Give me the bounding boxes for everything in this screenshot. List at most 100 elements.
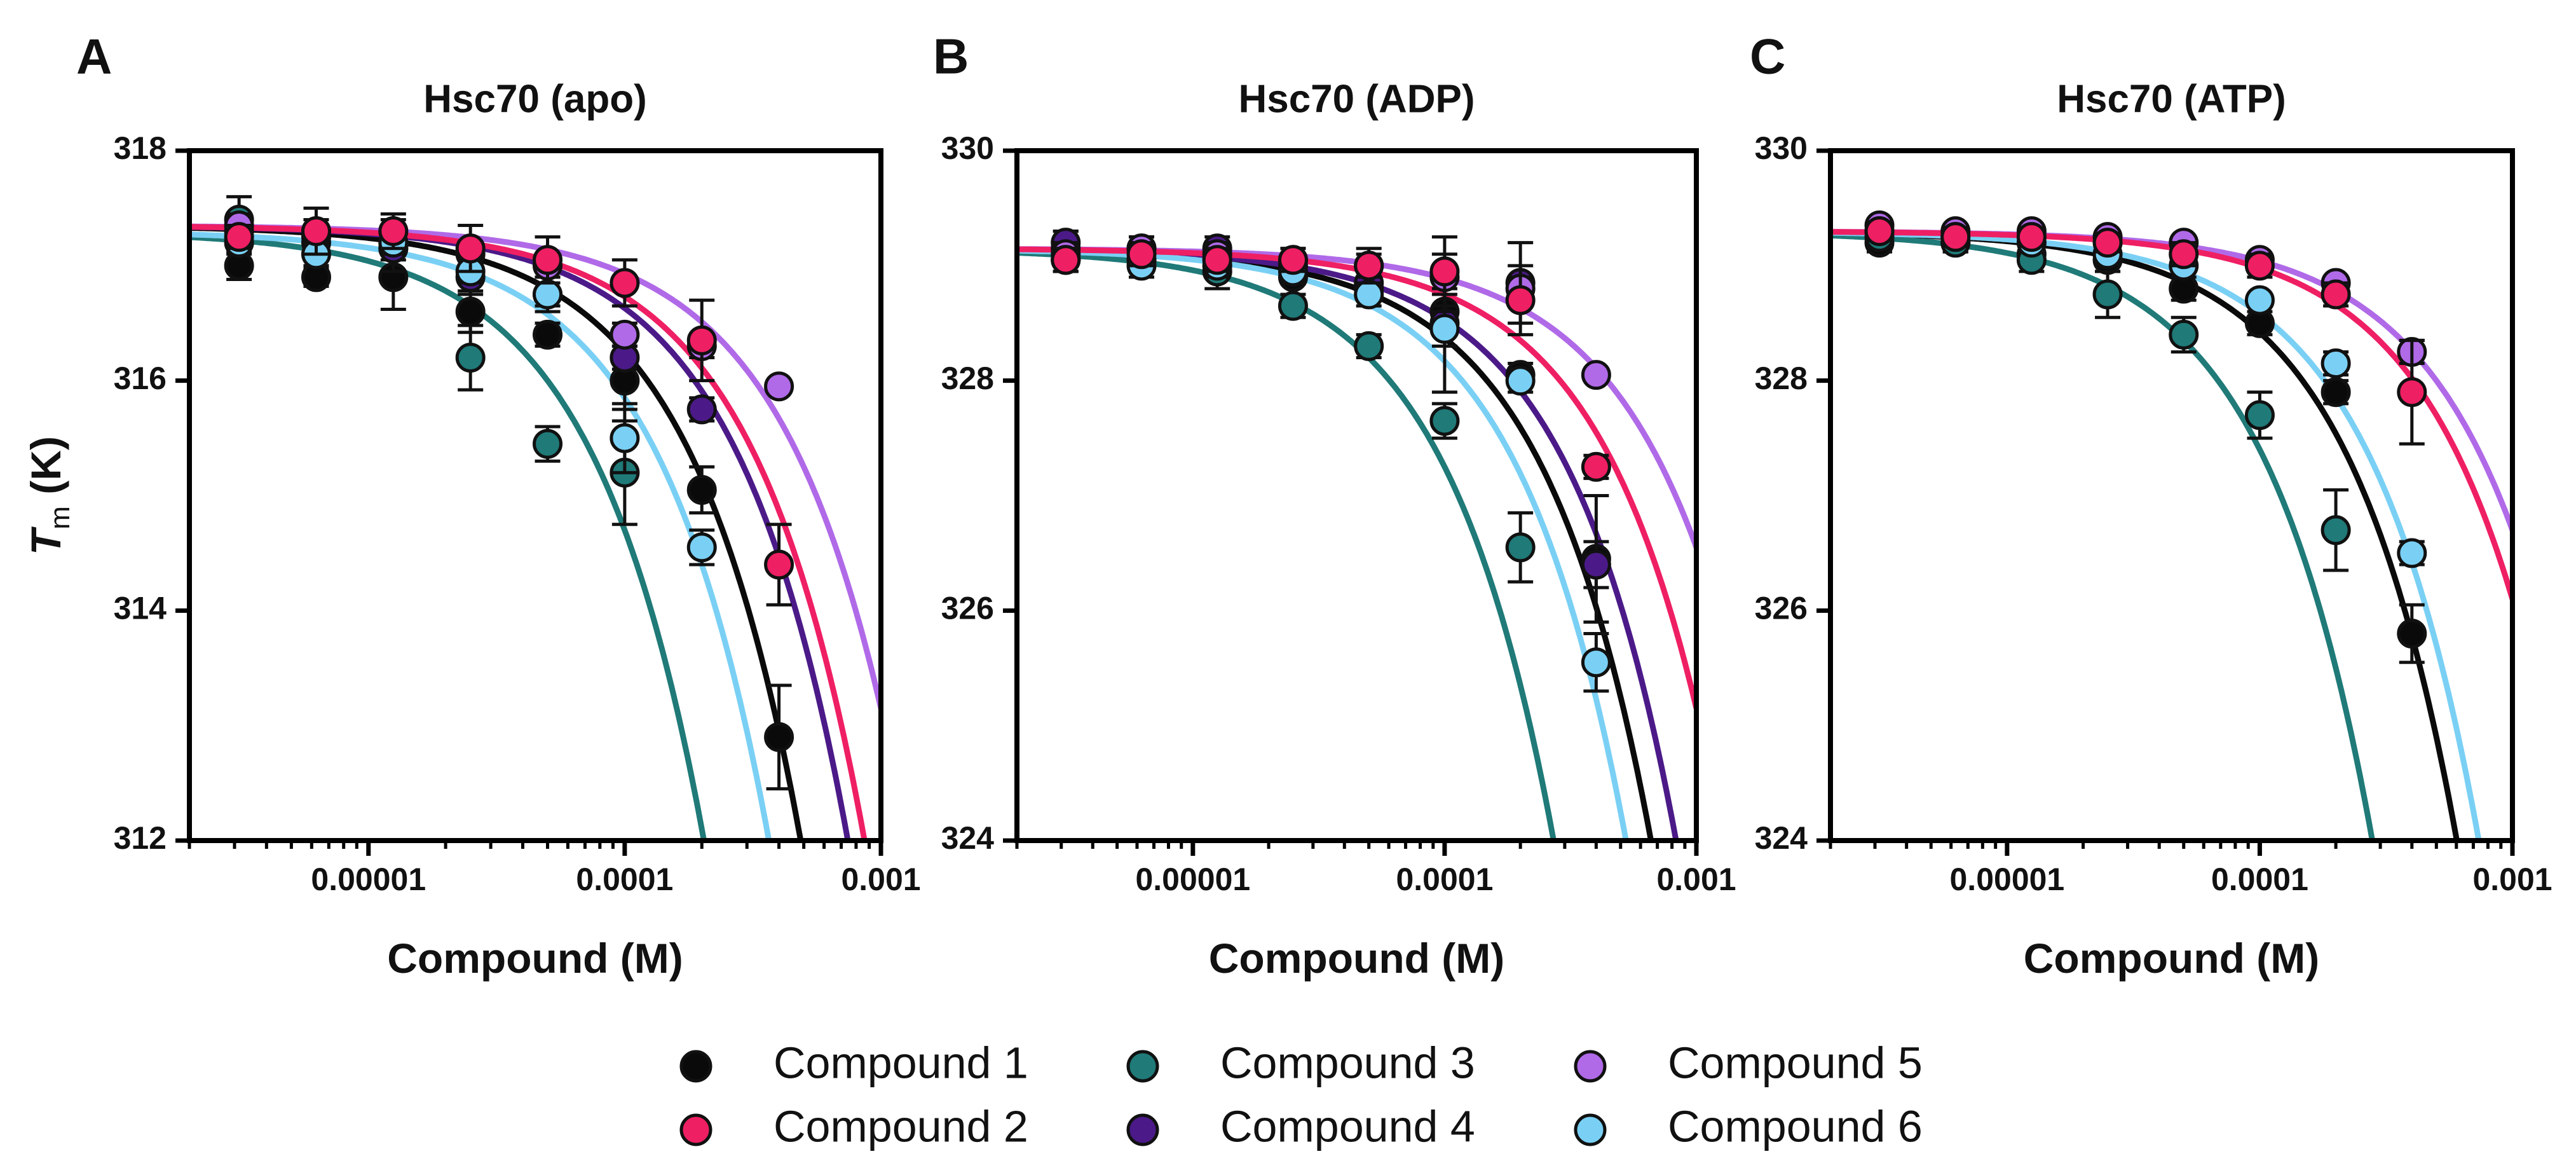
panel-a: A Hsc70 (apo) 312 314 316 318 0.00001 0.0001 0.0… xyxy=(76,29,921,982)
legend-marker xyxy=(1574,1113,1607,1146)
x-tick-label: 0.00001 xyxy=(311,862,426,897)
fit-curve-compound-3 xyxy=(1830,233,2376,841)
x-axis-title: Compound (M) xyxy=(1209,935,1505,982)
data-point-compound-5 xyxy=(610,319,640,350)
legend-label: Compound 3 xyxy=(1220,1038,1475,1087)
data-point-compound-6 xyxy=(610,423,640,453)
panel-b: B Hsc70 (ADP) 324 326 328 330 0.00001 0.0001 0.0… xyxy=(933,29,1736,982)
data-point-compound-3 xyxy=(2169,319,2199,350)
data-point-compound-1 xyxy=(2397,619,2427,649)
legend-marker xyxy=(679,1050,712,1083)
legend-marker xyxy=(1126,1113,1159,1146)
data-point-compound-2 xyxy=(1202,245,1232,275)
legend-label: Compound 5 xyxy=(1668,1038,1923,1087)
panel-title: Hsc70 (ATP) xyxy=(2057,77,2286,121)
x-axis-title: Compound (M) xyxy=(2024,935,2320,982)
data-point-compound-2 xyxy=(610,268,640,298)
data-point-compound-6 xyxy=(1505,366,1536,396)
data-point-compound-2 xyxy=(455,233,486,264)
panel-letter: B xyxy=(933,29,969,85)
legend-marker xyxy=(1126,1050,1159,1083)
legend-item: Compound 5 xyxy=(1574,1038,1923,1087)
y-tick-label: 324 xyxy=(941,820,995,856)
legend-item: Compound 1 xyxy=(679,1038,1028,1087)
legend-label: Compound 4 xyxy=(1220,1101,1475,1151)
data-point-compound-6 xyxy=(1354,279,1384,310)
data-point-compound-3 xyxy=(1278,291,1308,321)
plot-frame xyxy=(1014,148,1699,843)
data-point-compound-2 xyxy=(1429,256,1460,287)
data-point-compound-5 xyxy=(764,371,794,402)
data-point-compound-3 xyxy=(2320,515,2351,546)
data-point-compound-2 xyxy=(1126,239,1157,270)
data-point-compound-2 xyxy=(1581,451,1611,482)
y-axis-title-unit: (K) xyxy=(22,436,69,506)
data-point-compound-1 xyxy=(686,474,717,505)
panel-title: Hsc70 (ADP) xyxy=(1238,77,1475,121)
legend-item: Compound 4 xyxy=(1126,1101,1475,1151)
x-tick-label: 0.0001 xyxy=(576,862,673,897)
data-point-compound-3 xyxy=(1354,331,1384,361)
data-point-compound-6 xyxy=(2320,348,2351,379)
legend-label: Compound 2 xyxy=(773,1101,1028,1151)
data-point-compound-6 xyxy=(1581,647,1611,678)
data-point-compound-2 xyxy=(378,216,409,247)
panel-title: Hsc70 (apo) xyxy=(423,77,646,121)
data-point-compound-2 xyxy=(2244,251,2275,281)
plot-frame xyxy=(187,148,883,843)
data-point-compound-2 xyxy=(1354,251,1384,281)
fit-curve-compound-1 xyxy=(1017,247,1654,841)
legend-item: Compound 2 xyxy=(679,1101,1028,1151)
legend-item: Compound 3 xyxy=(1126,1038,1475,1087)
fit-curve-compound-6 xyxy=(1017,247,1629,841)
data-point-compound-2 xyxy=(2092,228,2123,258)
data-point-compound-2 xyxy=(301,216,331,247)
data-point-compound-1 xyxy=(764,722,794,752)
data-point-compound-2 xyxy=(1505,285,1536,315)
data-point-compound-2 xyxy=(1051,245,1081,275)
data-point-compound-2 xyxy=(533,245,563,275)
y-tick-label: 326 xyxy=(1755,591,1808,626)
data-point-compound-3 xyxy=(455,343,486,373)
data-point-compound-3 xyxy=(533,429,563,459)
data-point-compound-2 xyxy=(224,222,254,252)
data-point-compound-2 xyxy=(2016,222,2047,252)
data-point-compound-6 xyxy=(1429,313,1460,344)
x-tick-label: 0.0001 xyxy=(2211,862,2308,897)
data-point-compound-3 xyxy=(2244,400,2275,430)
panel-c: C Hsc70 (ATP) 324 326 328 330 0.00001 0.0001 0.0… xyxy=(1750,29,2552,982)
x-tick-label: 0.00001 xyxy=(1135,862,1250,897)
legend-item: Compound 6 xyxy=(1574,1101,1923,1151)
fit-curve-compound-4 xyxy=(189,224,851,841)
y-tick-label: 314 xyxy=(114,591,167,626)
x-tick-label: 0.001 xyxy=(841,862,920,897)
y-axis-title: Tm (K) xyxy=(22,436,76,555)
fit-curve-compound-3 xyxy=(189,234,707,841)
data-point-compound-2 xyxy=(764,549,794,580)
data-point-compound-2 xyxy=(2397,377,2427,408)
data-points xyxy=(224,195,794,791)
data-point-compound-4 xyxy=(686,394,717,425)
data-point-compound-5 xyxy=(1581,360,1611,390)
legend: Compound 1 Compound 2 Compound 3 Compound 4… xyxy=(679,1038,1923,1151)
data-point-compound-6 xyxy=(2244,285,2275,315)
data-point-compound-6 xyxy=(686,532,717,563)
data-point-compound-2 xyxy=(686,325,717,355)
plot-frame xyxy=(1828,148,2515,843)
panel-letter: A xyxy=(76,29,112,85)
data-point-compound-1 xyxy=(455,296,486,327)
legend-label: Compound 1 xyxy=(773,1038,1028,1087)
data-point-compound-1 xyxy=(533,319,563,350)
data-point-compound-1 xyxy=(2320,377,2351,408)
x-tick-label: 0.0001 xyxy=(1396,862,1493,897)
data-point-compound-2 xyxy=(1864,216,1895,247)
panel-letter: C xyxy=(1750,29,1785,85)
x-tick-label: 0.001 xyxy=(2472,862,2552,897)
data-point-compound-4 xyxy=(1581,549,1611,580)
data-point-compound-3 xyxy=(1505,532,1536,563)
y-tick-label: 330 xyxy=(941,130,994,166)
y-tick-label: 316 xyxy=(114,361,167,396)
y-tick-label: 318 xyxy=(114,130,167,166)
data-point-compound-6 xyxy=(533,279,563,310)
